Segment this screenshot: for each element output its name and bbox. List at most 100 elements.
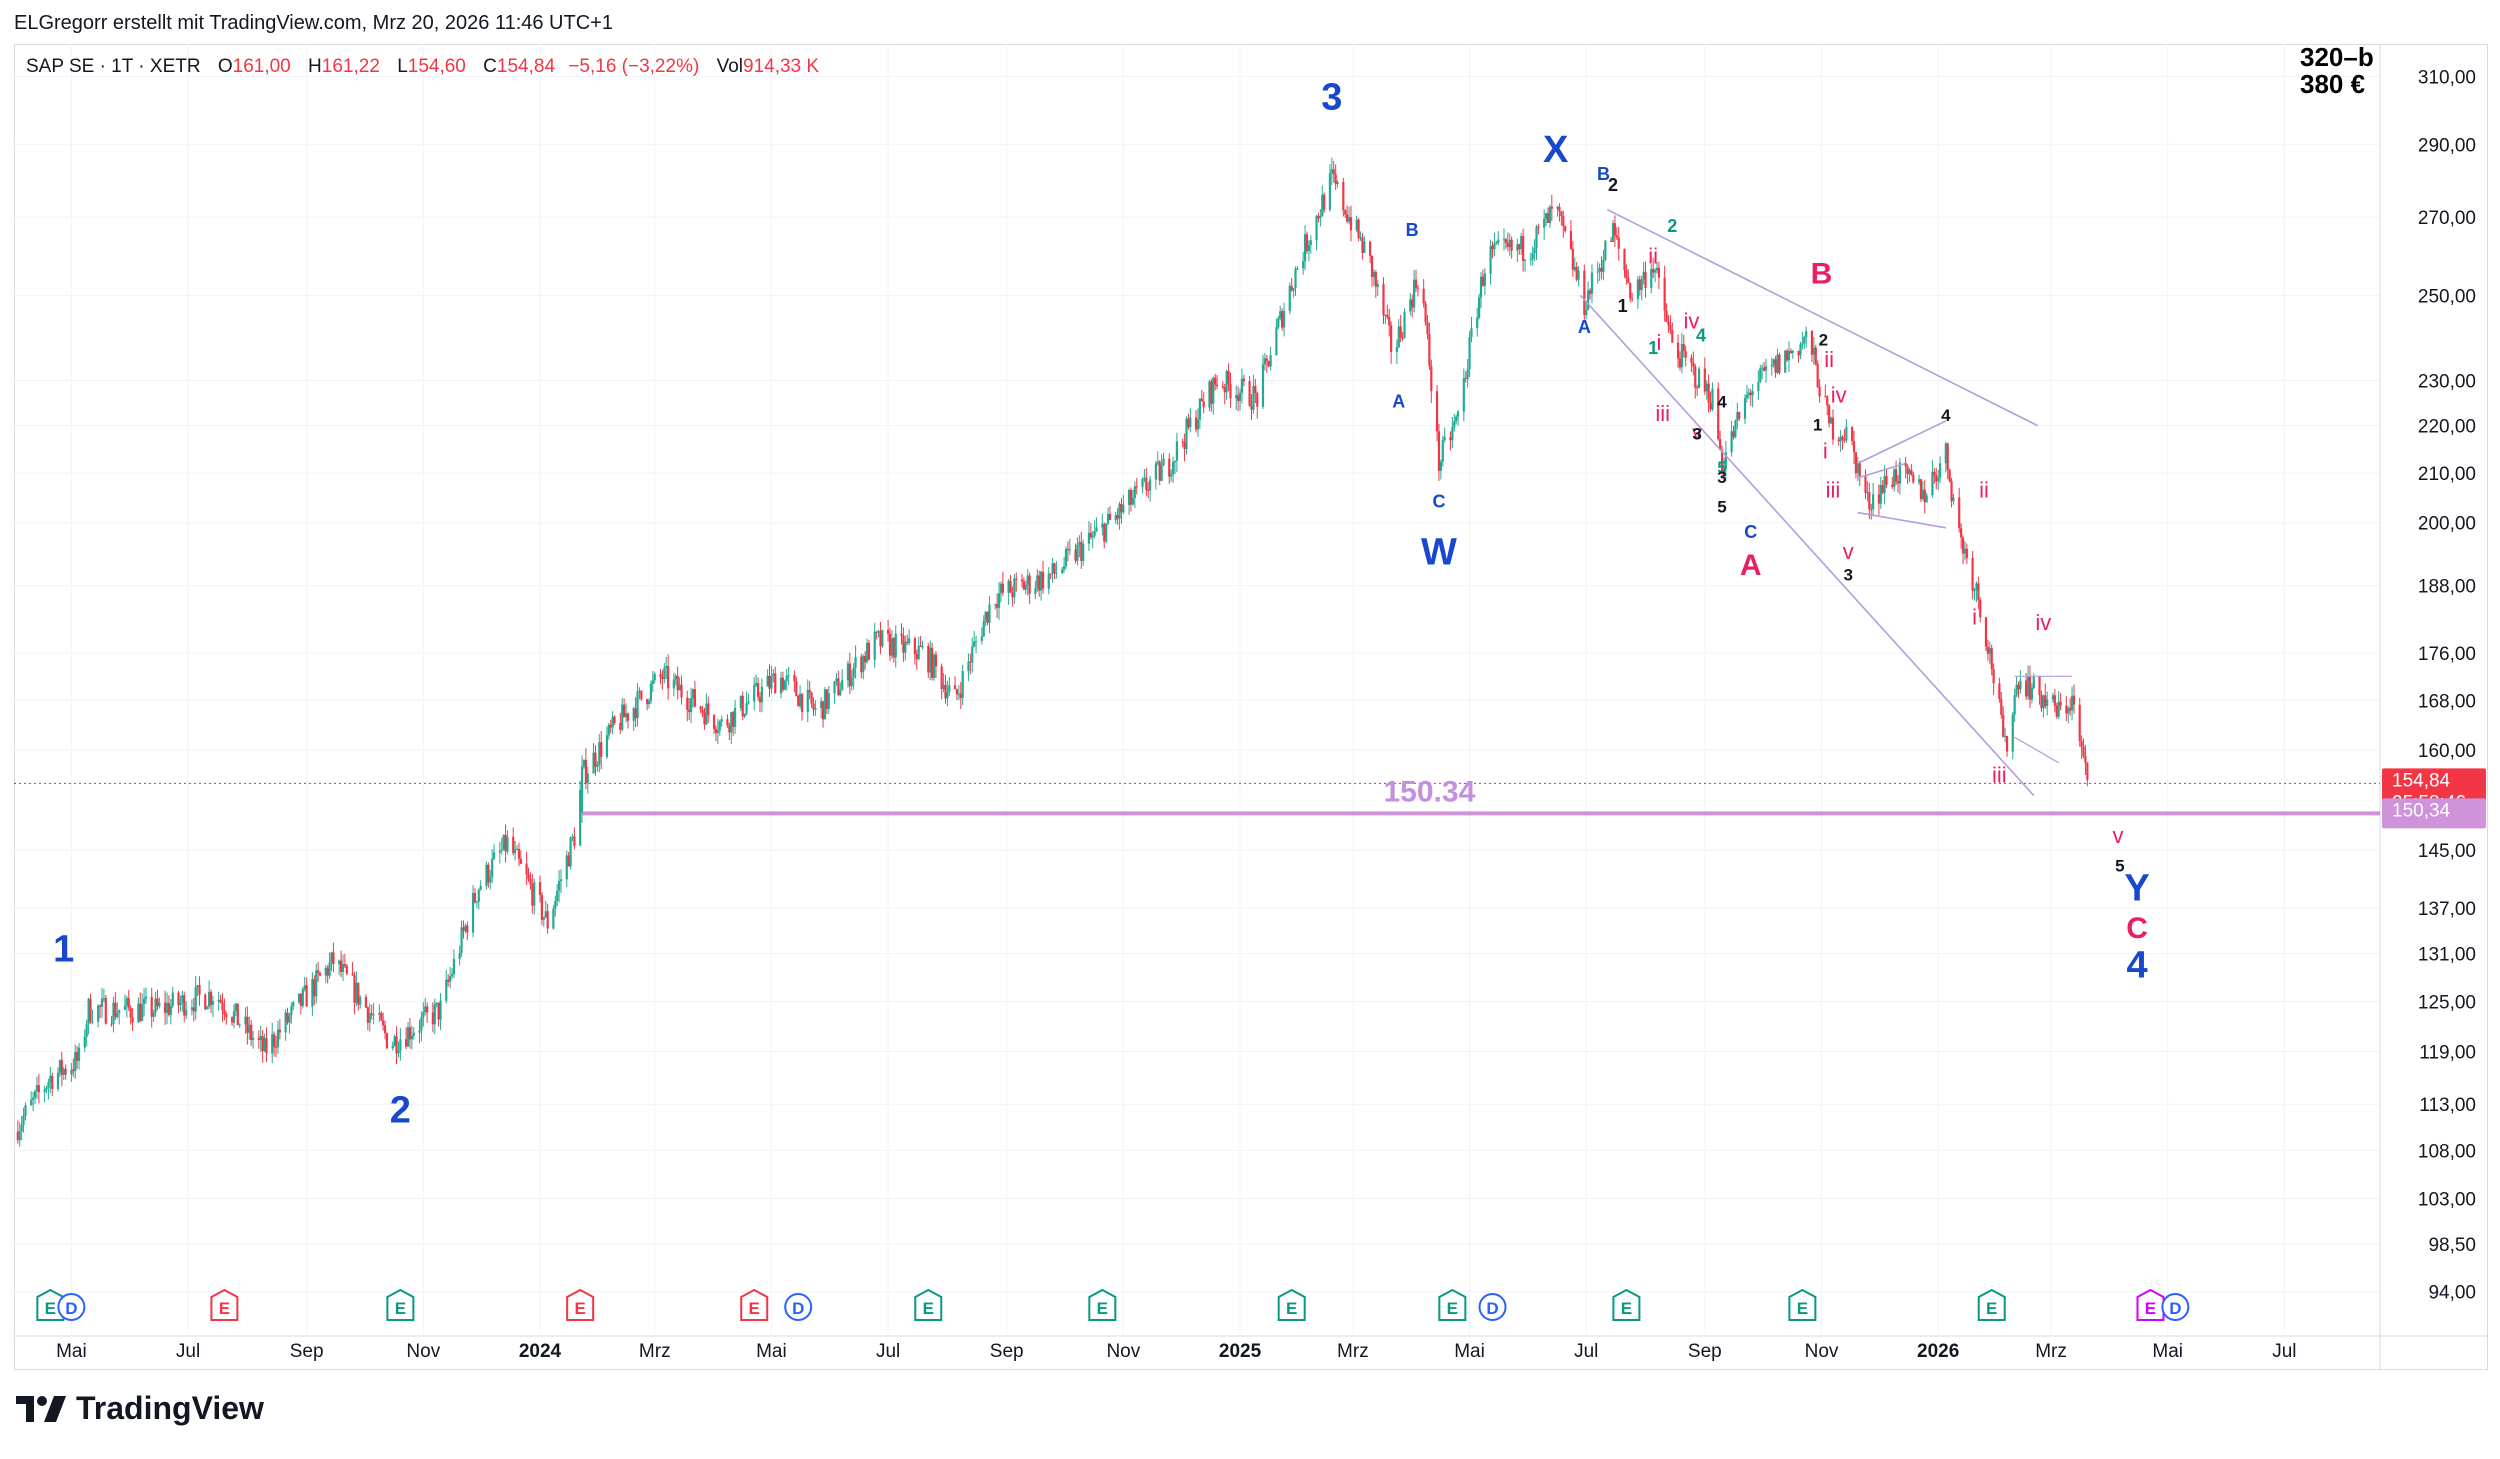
candle-body	[730, 712, 733, 733]
candle-body	[1214, 377, 1217, 385]
candle-body	[600, 742, 603, 757]
candle-body	[974, 640, 978, 642]
candle-body	[332, 952, 335, 965]
candle-body	[1221, 386, 1224, 388]
candle-body	[102, 998, 105, 1000]
wave-label: 1	[1648, 338, 1658, 358]
candle-body	[1105, 523, 1108, 542]
candle-body	[112, 1002, 115, 1024]
x-tick-label: Mai	[756, 1341, 787, 1362]
tradingview-brand[interactable]: TradingView	[16, 1390, 264, 1427]
candle-body	[169, 1005, 172, 1015]
candle-body	[531, 884, 534, 906]
price-target-line1: 320–b	[2300, 42, 2374, 72]
candle-body	[651, 680, 654, 684]
x-tick-label: Nov	[406, 1341, 440, 1362]
candle-body	[1411, 299, 1414, 308]
candle-body	[76, 1052, 79, 1061]
symbol-name[interactable]: SAP SE · 1T · XETR	[26, 56, 201, 77]
candle-body	[1173, 460, 1177, 463]
candle-body	[1330, 169, 1333, 174]
candle-body	[1089, 532, 1092, 538]
candle-body	[1200, 398, 1203, 402]
wave-label: 2	[1819, 331, 1828, 350]
candle-body	[619, 723, 622, 730]
candle-body	[808, 690, 811, 693]
candle-body	[278, 1029, 281, 1033]
candle-body	[1256, 393, 1259, 407]
candle-body	[1321, 194, 1324, 217]
x-tick-label: 2024	[519, 1341, 562, 1362]
candle-body	[1990, 648, 1993, 670]
candle-body	[466, 925, 469, 933]
candle-body	[1154, 463, 1157, 480]
candle-body	[1355, 219, 1358, 231]
candle-body	[919, 645, 922, 648]
y-tick-label: 113,00	[2419, 1095, 2476, 1116]
candle-body	[2030, 688, 2033, 700]
candle-body	[33, 1091, 37, 1098]
last-price-tag-text: 154,84	[2392, 770, 2451, 791]
candle-body	[445, 979, 448, 1001]
triangle-line-1	[1857, 462, 1906, 479]
candle-body	[2078, 704, 2081, 742]
candle-body	[273, 1034, 276, 1047]
candle-body	[2011, 714, 2014, 752]
candle-body	[793, 675, 796, 682]
candle-body	[1858, 462, 1861, 477]
earnings-event-label: E	[574, 1299, 585, 1318]
candle-body	[1315, 215, 1318, 241]
candle-body	[1958, 497, 1961, 529]
candle-body	[770, 675, 773, 689]
candle-body	[2067, 708, 2070, 714]
candle-body	[1585, 309, 1588, 316]
candle-body	[768, 675, 771, 689]
wave-label: B	[1406, 220, 1419, 240]
candle-body	[464, 925, 467, 931]
candle-body	[1678, 358, 1682, 368]
dividend-event-label: D	[65, 1299, 77, 1318]
candle-body	[688, 709, 691, 712]
candle-body	[1319, 216, 1322, 219]
candle-body	[806, 690, 809, 713]
candle-body	[110, 1023, 113, 1025]
candle-body	[198, 985, 201, 995]
candle-body	[714, 728, 718, 734]
candle-body	[1818, 386, 1821, 397]
candle-body	[426, 1006, 429, 1013]
candle-body	[1189, 417, 1192, 428]
candle-body	[1261, 364, 1265, 407]
candle-body	[364, 997, 368, 1008]
candle-body	[1370, 255, 1374, 277]
candle-body	[540, 894, 544, 920]
earnings-event-icon	[210, 1288, 239, 1321]
candle-body	[1466, 369, 1469, 379]
candle-body	[2086, 762, 2089, 780]
y-tick-label: 310,00	[2418, 67, 2476, 88]
candle-body	[1374, 272, 1377, 287]
candle-body	[1051, 563, 1054, 574]
candle-body	[636, 691, 639, 719]
candle-body	[718, 721, 721, 731]
candle-body	[1537, 226, 1540, 228]
candle-body	[646, 699, 649, 705]
candle-body	[1898, 462, 1902, 484]
candle-body	[1363, 241, 1366, 253]
candle-body	[609, 724, 612, 728]
candle-body	[1122, 505, 1125, 513]
candle-body	[91, 1021, 94, 1023]
candle-body	[1776, 354, 1779, 373]
candle-body	[1464, 378, 1467, 380]
candle-body	[835, 678, 838, 682]
candle-body	[2046, 699, 2049, 707]
wave-label: 2	[390, 1089, 411, 1131]
wave-label: W	[1421, 531, 1457, 573]
candle-body	[1960, 528, 1963, 538]
candle-body	[515, 848, 519, 850]
candle-body	[1131, 498, 1135, 505]
candle-body	[64, 1068, 67, 1075]
candle-body	[286, 1012, 289, 1023]
candle-body	[1730, 431, 1733, 453]
candle-body	[1481, 276, 1485, 286]
